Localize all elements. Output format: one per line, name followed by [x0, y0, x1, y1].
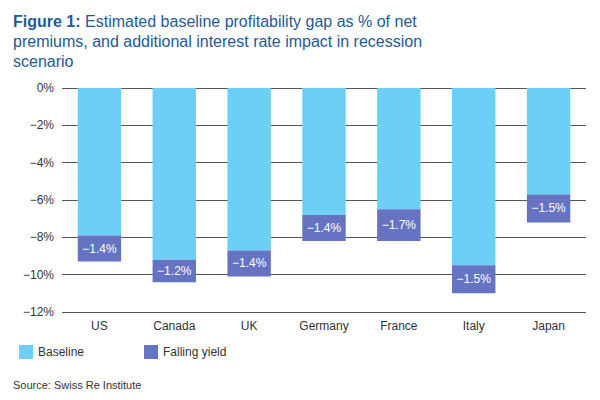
svg-text:−1.5%: −1.5% [457, 272, 492, 286]
svg-text:−6%: −6% [30, 193, 55, 207]
svg-text:Germany: Germany [299, 319, 348, 333]
svg-text:Falling yield: Falling yield [163, 345, 226, 359]
svg-text:US: US [91, 319, 108, 333]
svg-text:−8%: −8% [30, 230, 55, 244]
svg-text:premiums, and additional inter: premiums, and additional interest rate i… [13, 33, 427, 50]
svg-text:−1.4%: −1.4% [82, 242, 117, 256]
svg-text:Baseline: Baseline [38, 345, 84, 359]
svg-text:UK: UK [241, 319, 258, 333]
svg-text:scenario: scenario [13, 53, 74, 70]
svg-text:Source: Swiss Re Institute: Source: Swiss Re Institute [13, 379, 141, 391]
svg-text:−1.4%: −1.4% [307, 221, 342, 235]
svg-text:−1.7%: −1.7% [382, 218, 417, 232]
svg-text:−1.2%: −1.2% [157, 264, 192, 278]
svg-text:Canada: Canada [153, 319, 195, 333]
svg-text:−4%: −4% [30, 156, 55, 170]
svg-text:−1.5%: −1.5% [531, 201, 566, 215]
svg-text:−1.4%: −1.4% [232, 256, 267, 270]
svg-text:Italy: Italy [463, 319, 485, 333]
svg-text:Figure 1:: Figure 1: [13, 13, 81, 30]
svg-text:Japan: Japan [532, 319, 565, 333]
svg-text:−12%: −12% [23, 305, 54, 319]
svg-text:−10%: −10% [23, 268, 54, 282]
svg-text:Estimated baseline profitabili: Estimated baseline profitability gap as … [81, 13, 422, 30]
svg-text:0%: 0% [37, 81, 55, 95]
svg-text:France: France [380, 319, 418, 333]
svg-text:−2%: −2% [30, 118, 55, 132]
